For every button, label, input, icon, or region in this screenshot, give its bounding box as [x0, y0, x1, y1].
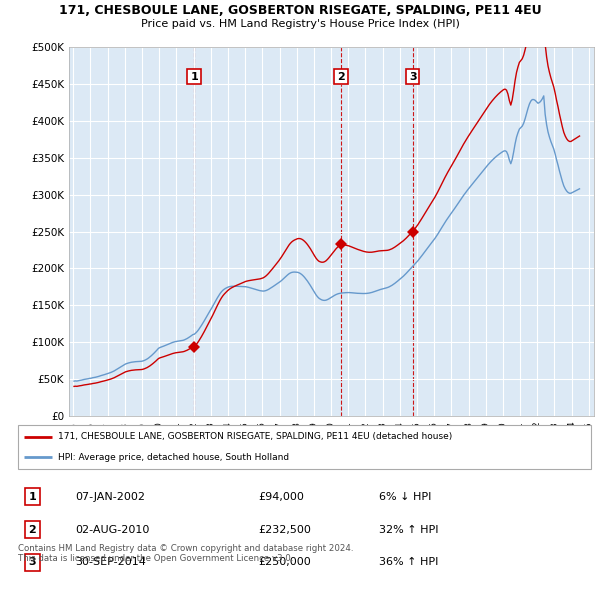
Text: 1: 1	[28, 492, 36, 502]
Text: 2: 2	[337, 72, 345, 81]
Text: 36% ↑ HPI: 36% ↑ HPI	[379, 558, 439, 567]
Text: 171, CHESBOULE LANE, GOSBERTON RISEGATE, SPALDING, PE11 4EU (detached house): 171, CHESBOULE LANE, GOSBERTON RISEGATE,…	[58, 432, 452, 441]
Text: £94,000: £94,000	[259, 492, 305, 502]
Text: Price paid vs. HM Land Registry's House Price Index (HPI): Price paid vs. HM Land Registry's House …	[140, 19, 460, 29]
Text: HPI: Average price, detached house, South Holland: HPI: Average price, detached house, Sout…	[58, 453, 289, 461]
Text: 6% ↓ HPI: 6% ↓ HPI	[379, 492, 431, 502]
Text: Contains HM Land Registry data © Crown copyright and database right 2024.: Contains HM Land Registry data © Crown c…	[18, 545, 353, 553]
Text: £250,000: £250,000	[259, 558, 311, 567]
Text: 30-SEP-2014: 30-SEP-2014	[76, 558, 146, 567]
Text: 3: 3	[409, 72, 416, 81]
FancyBboxPatch shape	[18, 425, 591, 469]
Text: £232,500: £232,500	[259, 525, 311, 535]
Text: 171, CHESBOULE LANE, GOSBERTON RISEGATE, SPALDING, PE11 4EU: 171, CHESBOULE LANE, GOSBERTON RISEGATE,…	[59, 4, 541, 17]
Text: 3: 3	[29, 558, 36, 567]
Text: 2: 2	[28, 525, 36, 535]
Text: 02-AUG-2010: 02-AUG-2010	[76, 525, 149, 535]
Text: 32% ↑ HPI: 32% ↑ HPI	[379, 525, 439, 535]
Text: 07-JAN-2002: 07-JAN-2002	[76, 492, 145, 502]
Text: This data is licensed under the Open Government Licence v3.0.: This data is licensed under the Open Gov…	[18, 555, 293, 563]
Text: 1: 1	[190, 72, 198, 81]
